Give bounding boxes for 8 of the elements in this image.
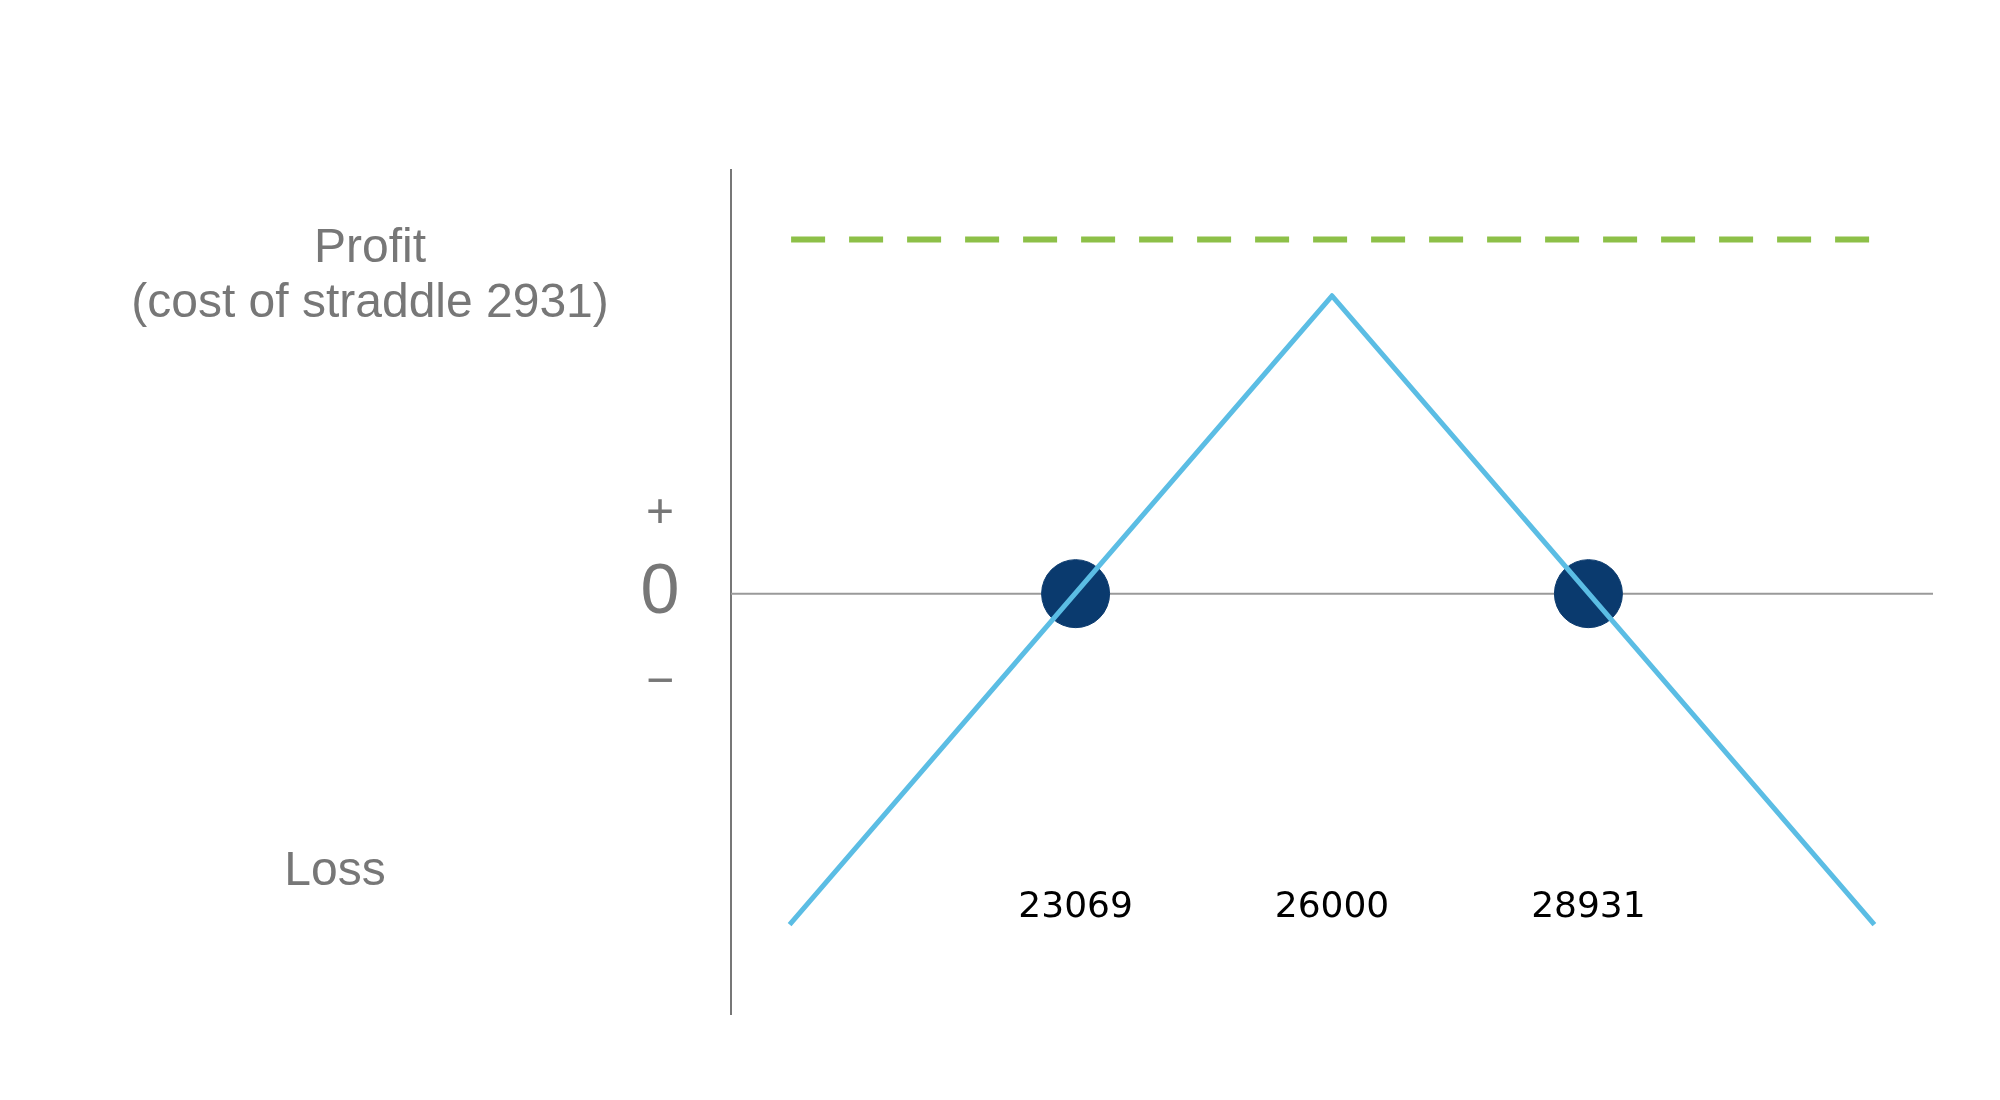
- x-tick-label: 23069: [1018, 884, 1133, 926]
- text: Profit (cost of straddle 2931): [131, 218, 609, 327]
- text: +: [645, 484, 675, 538]
- text: −: [645, 653, 675, 707]
- text: Loss: [284, 841, 386, 895]
- x-tick-label: 26000: [1274, 884, 1390, 926]
- x-tick-label: 28931: [1531, 884, 1646, 926]
- text: 0: [640, 549, 680, 628]
